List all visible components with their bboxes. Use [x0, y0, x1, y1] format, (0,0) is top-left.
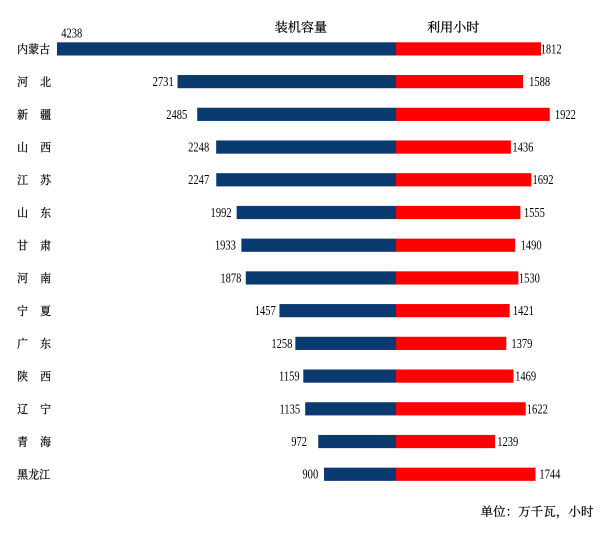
svg-text:2731: 2731	[153, 74, 174, 90]
svg-text:1878: 1878	[220, 270, 241, 286]
svg-text:1135: 1135	[279, 401, 300, 417]
svg-text:1159: 1159	[279, 368, 300, 384]
svg-text:4238: 4238	[61, 25, 82, 41]
svg-text:2247: 2247	[188, 172, 209, 188]
svg-text:1530: 1530	[519, 270, 540, 286]
svg-text:972: 972	[291, 434, 307, 450]
svg-text:2485: 2485	[166, 107, 187, 123]
svg-text:1436: 1436	[512, 139, 533, 155]
svg-text:1588: 1588	[529, 74, 550, 90]
svg-text:1239: 1239	[497, 434, 518, 450]
svg-text:1457: 1457	[255, 303, 276, 319]
svg-text:1922: 1922	[555, 107, 576, 123]
svg-text:1555: 1555	[524, 205, 545, 221]
svg-text:2248: 2248	[188, 139, 209, 155]
svg-text:1992: 1992	[211, 205, 232, 221]
svg-text:1258: 1258	[271, 336, 292, 352]
svg-text:1490: 1490	[521, 237, 542, 253]
svg-text:1622: 1622	[527, 401, 548, 417]
svg-text:1379: 1379	[511, 336, 532, 352]
svg-text:1692: 1692	[533, 172, 554, 188]
svg-text:1933: 1933	[215, 237, 236, 253]
svg-text:1812: 1812	[541, 41, 562, 57]
svg-text:1421: 1421	[513, 303, 534, 319]
svg-text:1469: 1469	[515, 368, 536, 384]
svg-text:1744: 1744	[539, 466, 560, 482]
svg-text:900: 900	[302, 466, 318, 482]
